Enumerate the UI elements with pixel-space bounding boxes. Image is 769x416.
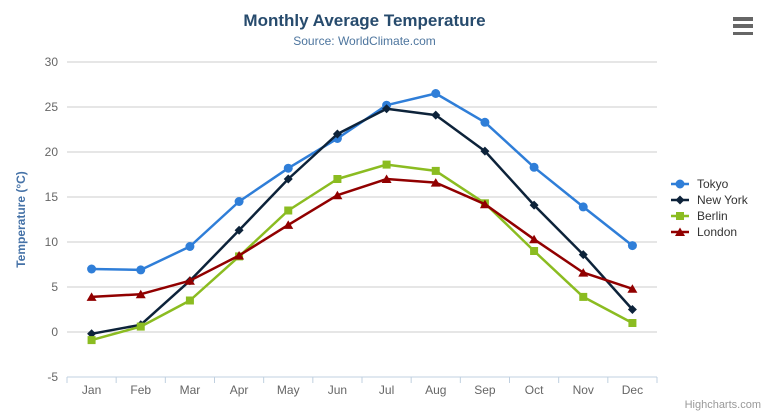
legend-item-london[interactable]: London — [670, 224, 748, 239]
series-line-new-york[interactable] — [90, 107, 634, 336]
chart-subtitle: Source: WorldClimate.com — [293, 34, 436, 48]
series-point-new-york[interactable] — [283, 174, 293, 184]
hamburger-icon — [733, 24, 753, 28]
y-axis-label: 25 — [45, 100, 59, 114]
y-axis-title: Temperature (°C) — [14, 171, 28, 268]
x-axis-label: Nov — [573, 383, 594, 397]
chart-title: Monthly Average Temperature — [243, 11, 486, 30]
series-point-new-york[interactable] — [627, 305, 637, 314]
x-axis-label: Jun — [328, 383, 347, 397]
hamburger-icon — [733, 31, 753, 35]
series-point-new-york[interactable] — [480, 146, 490, 156]
legend: Tokyo New York Berlin London — [670, 176, 748, 239]
legend-item-label: New York — [697, 192, 748, 207]
series-point-new-york[interactable] — [332, 129, 342, 139]
series-point-london[interactable] — [283, 220, 294, 229]
series-point-berlin[interactable] — [431, 166, 440, 175]
x-axis-label: Jan — [82, 383, 101, 397]
series-point-london[interactable] — [184, 276, 195, 285]
series-point-berlin[interactable] — [382, 160, 391, 169]
series-line-berlin[interactable] — [90, 163, 634, 342]
x-axis-label: Jul — [379, 383, 394, 397]
series-point-tokyo[interactable] — [283, 163, 293, 173]
legend-item-tokyo[interactable]: Tokyo — [670, 176, 748, 191]
series-point-new-york[interactable] — [578, 250, 588, 260]
legend-marker-circle-icon — [671, 179, 689, 188]
series-point-london[interactable] — [529, 234, 540, 244]
series-point-london[interactable] — [86, 292, 97, 301]
series-point-tokyo[interactable] — [185, 242, 195, 251]
series-point-tokyo[interactable] — [136, 265, 146, 275]
legend-marker-triangle-icon — [671, 227, 689, 236]
series-point-tokyo[interactable] — [627, 241, 637, 251]
series-point-new-york[interactable] — [234, 225, 244, 235]
x-axis-label: Oct — [525, 383, 544, 397]
series-point-berlin[interactable] — [284, 206, 293, 215]
legend-item-label: London — [697, 224, 738, 239]
legend-symbol-diamond-icon — [675, 195, 685, 204]
series-point-new-york[interactable] — [431, 110, 441, 120]
series-line-tokyo[interactable] — [90, 92, 634, 272]
legend-marker-square-icon — [671, 211, 689, 220]
highcharts-credit-link[interactable]: Highcharts.com — [684, 399, 761, 411]
series-point-berlin[interactable] — [185, 296, 194, 305]
y-axis-label: 5 — [51, 280, 58, 294]
series-point-berlin[interactable] — [87, 336, 96, 345]
series-point-berlin[interactable] — [333, 175, 342, 183]
series-point-london[interactable] — [381, 174, 392, 184]
series-point-tokyo[interactable] — [480, 117, 490, 127]
series-point-berlin[interactable] — [628, 319, 637, 327]
series-point-london[interactable] — [234, 251, 245, 260]
series-point-london[interactable] — [627, 284, 638, 293]
series-point-new-york[interactable] — [529, 200, 539, 210]
y-axis-label: 15 — [45, 190, 59, 204]
series-point-london[interactable] — [332, 190, 343, 200]
x-axis-label: Sep — [474, 383, 496, 397]
y-axis-label: -5 — [47, 370, 58, 384]
series-point-tokyo[interactable] — [578, 202, 588, 212]
legend-symbol-square-icon — [676, 211, 684, 220]
series-point-tokyo[interactable] — [234, 197, 244, 206]
legend-symbol-circle-icon — [675, 179, 685, 188]
legend-item-label: Berlin — [697, 208, 728, 223]
legend-symbol-triangle-icon — [675, 227, 685, 236]
series-point-london[interactable] — [479, 199, 490, 209]
hamburger-icon — [733, 17, 753, 21]
series-point-london[interactable] — [135, 289, 146, 299]
export-menu-button[interactable] — [732, 16, 754, 36]
x-axis-label: May — [277, 383, 300, 397]
legend-marker-diamond-icon — [671, 195, 689, 204]
y-axis-label: 0 — [51, 325, 58, 339]
series-point-berlin[interactable] — [579, 292, 588, 301]
series-point-berlin[interactable] — [136, 322, 145, 331]
y-axis-label: 20 — [45, 145, 59, 159]
series-point-london[interactable] — [578, 268, 589, 277]
x-axis-label: Apr — [230, 383, 249, 397]
series-point-tokyo[interactable] — [529, 162, 539, 172]
legend-item-new-york[interactable]: New York — [670, 192, 748, 207]
series-point-new-york[interactable] — [87, 329, 97, 339]
series-point-tokyo[interactable] — [87, 264, 97, 274]
y-axis-label: 30 — [45, 55, 59, 69]
x-axis-label: Feb — [130, 383, 151, 397]
series-point-new-york[interactable] — [382, 104, 392, 114]
x-axis-label: Aug — [425, 383, 446, 397]
series-line-london[interactable] — [90, 177, 634, 299]
x-axis-label: Dec — [622, 383, 643, 397]
legend-item-berlin[interactable]: Berlin — [670, 208, 748, 223]
series-point-london[interactable] — [430, 178, 441, 187]
legend-item-label: Tokyo — [697, 176, 729, 191]
y-axis-label: 10 — [45, 235, 59, 249]
x-axis-label: Mar — [180, 383, 201, 397]
series-point-tokyo[interactable] — [431, 89, 441, 98]
series-point-berlin[interactable] — [530, 247, 539, 255]
